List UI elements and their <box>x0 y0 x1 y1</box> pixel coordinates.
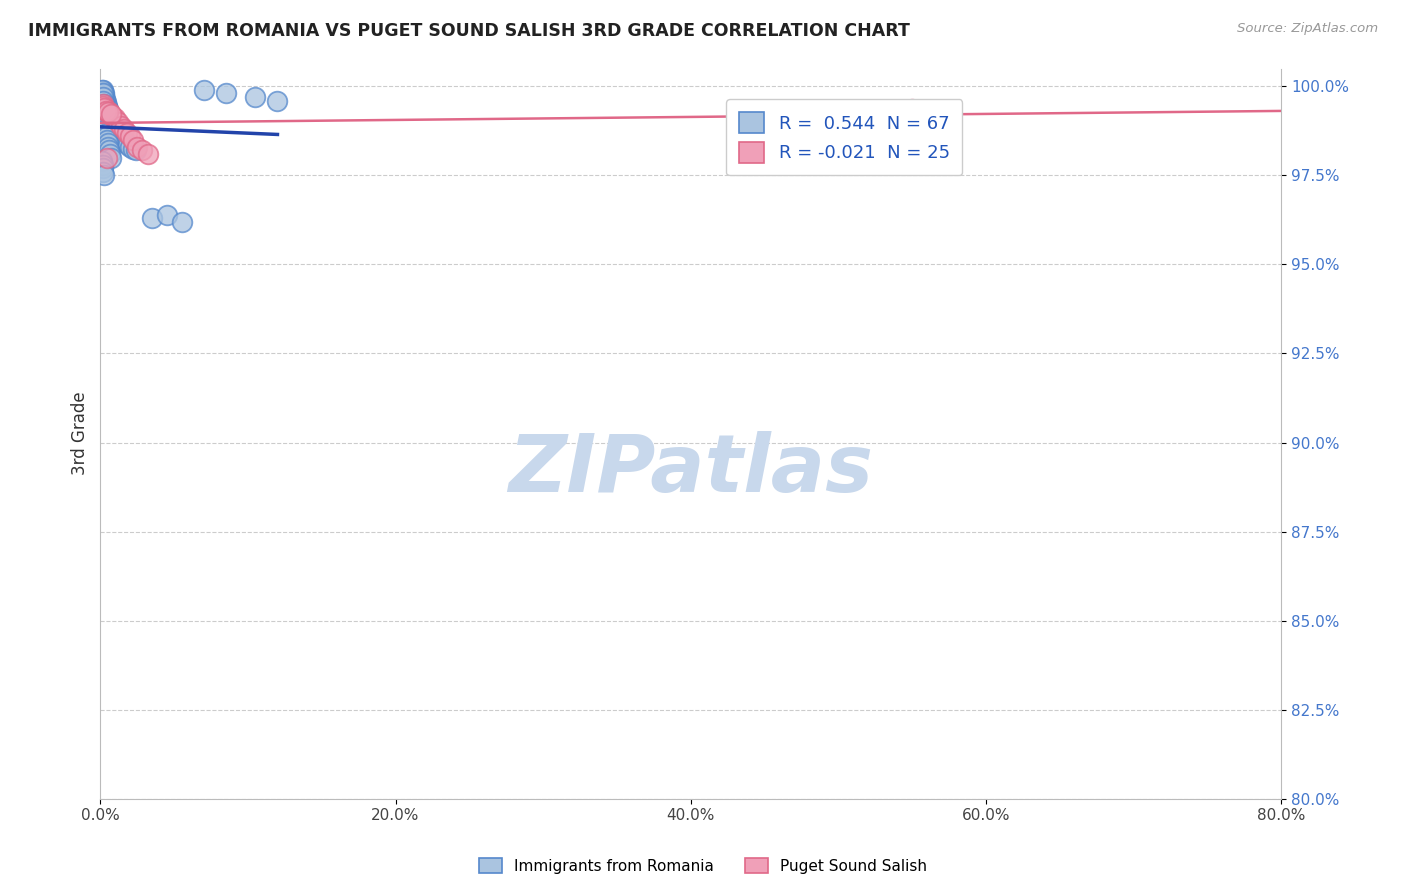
Point <box>100 113 122 128</box>
Point <box>141 211 163 226</box>
Point <box>91 165 114 179</box>
Point <box>101 117 124 131</box>
Point <box>96 133 118 147</box>
Point <box>97 104 120 119</box>
Point <box>118 129 141 144</box>
Point <box>91 154 114 169</box>
Point <box>94 108 117 122</box>
Point <box>93 102 115 116</box>
Legend: R =  0.544  N = 67, R = -0.021  N = 25: R = 0.544 N = 67, R = -0.021 N = 25 <box>725 99 962 176</box>
Point <box>93 87 115 101</box>
Point <box>127 140 149 154</box>
Point <box>97 136 120 151</box>
Point <box>94 94 117 108</box>
Point <box>91 90 114 104</box>
Point <box>93 90 115 104</box>
Point <box>121 142 143 156</box>
Point <box>93 97 115 112</box>
Text: IMMIGRANTS FROM ROMANIA VS PUGET SOUND SALISH 3RD GRADE CORRELATION CHART: IMMIGRANTS FROM ROMANIA VS PUGET SOUND S… <box>28 22 910 40</box>
Point <box>94 112 117 126</box>
Point <box>96 99 118 113</box>
Point <box>107 115 129 129</box>
Point <box>91 87 114 101</box>
Point <box>91 85 114 99</box>
Point <box>170 215 193 229</box>
Point <box>245 90 267 104</box>
Point <box>97 106 120 120</box>
Point <box>91 83 114 97</box>
Point <box>91 97 114 112</box>
Point <box>98 147 121 161</box>
Point <box>91 94 114 108</box>
Point <box>215 87 238 101</box>
Point <box>100 151 122 165</box>
Point <box>96 151 118 165</box>
Point <box>100 112 122 126</box>
Point <box>96 126 118 140</box>
Point <box>98 106 121 120</box>
Point <box>94 92 117 106</box>
Point <box>193 83 215 97</box>
Point <box>96 129 118 144</box>
Point <box>96 101 118 115</box>
Point <box>100 107 122 121</box>
Point <box>104 112 127 126</box>
Point <box>156 208 179 222</box>
Point <box>104 122 127 136</box>
Point <box>97 103 120 117</box>
Point <box>115 126 138 140</box>
Point <box>96 122 118 136</box>
Point <box>98 110 121 124</box>
Text: Source: ZipAtlas.com: Source: ZipAtlas.com <box>1237 22 1378 36</box>
Point <box>114 135 136 149</box>
Point <box>101 110 124 124</box>
Legend: Immigrants from Romania, Puget Sound Salish: Immigrants from Romania, Puget Sound Sal… <box>472 852 934 880</box>
Point <box>97 104 120 119</box>
Point <box>93 104 115 119</box>
Point <box>94 115 117 129</box>
Point <box>91 83 114 97</box>
Point <box>93 101 115 115</box>
Point <box>136 147 159 161</box>
Point <box>96 104 118 119</box>
Point <box>91 158 114 172</box>
Point <box>121 133 143 147</box>
Point <box>94 103 117 118</box>
Point <box>93 169 115 183</box>
Point <box>108 128 131 142</box>
Text: ZIPatlas: ZIPatlas <box>508 431 873 509</box>
Y-axis label: 3rd Grade: 3rd Grade <box>72 392 89 475</box>
Point <box>94 119 117 133</box>
Point <box>112 133 135 147</box>
Point <box>97 140 120 154</box>
Point <box>266 94 288 108</box>
Point <box>103 120 125 135</box>
Point <box>94 103 117 117</box>
Point <box>98 144 121 158</box>
Point <box>110 119 132 133</box>
Point <box>117 138 139 153</box>
Point <box>901 103 924 117</box>
Point <box>93 101 115 115</box>
Point <box>110 129 132 144</box>
Point <box>103 119 125 133</box>
Point <box>111 131 134 145</box>
Point <box>118 140 141 154</box>
Point <box>93 88 115 103</box>
Point <box>96 97 118 112</box>
Point <box>125 144 148 158</box>
Point <box>94 95 117 110</box>
Point <box>97 105 120 120</box>
Point <box>91 161 114 176</box>
Point <box>98 108 121 122</box>
Point <box>100 108 122 122</box>
Point <box>115 136 138 151</box>
Point <box>105 124 128 138</box>
Point <box>112 122 135 136</box>
Point <box>131 144 153 158</box>
Point <box>91 99 114 113</box>
Point <box>101 115 124 129</box>
Point <box>107 126 129 140</box>
